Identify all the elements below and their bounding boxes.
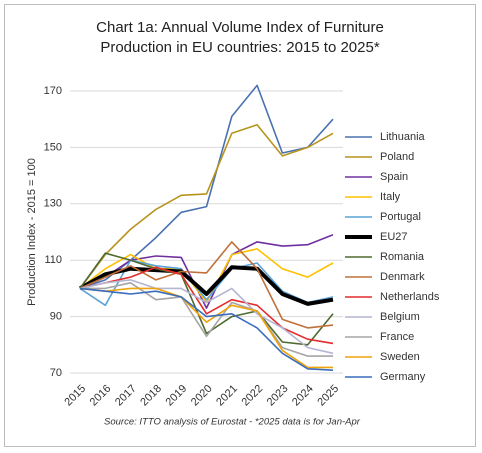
x-tick-label: 2015 [62, 383, 88, 409]
y-tick-label: 150 [44, 141, 62, 153]
chart-title: Chart 1a: Annual Volume Index of Furnitu… [96, 19, 384, 56]
x-tick-label: 2019 [164, 383, 190, 409]
legend-label: Poland [380, 151, 414, 163]
legend-label: Sweden [380, 351, 420, 363]
series-line [79, 265, 334, 306]
series-line [79, 252, 334, 346]
source-note: Source: ITTO analysis of Eurostat - *202… [104, 417, 361, 428]
legend-label: Belgium [380, 311, 420, 323]
y-axis-label: Production Index - 2015 = 100 [26, 158, 38, 306]
legend-label: Lithuania [380, 131, 426, 143]
series-line [79, 241, 334, 329]
legend-label: Denmark [380, 271, 425, 283]
y-tick-label: 90 [50, 311, 62, 323]
series-line [79, 84, 334, 290]
legend-label: EU27 [380, 231, 408, 243]
legend-label: Spain [380, 171, 408, 183]
legend-label: France [380, 331, 414, 343]
legend-label: Italy [380, 191, 401, 203]
x-tick-label: 2017 [113, 383, 139, 409]
x-tick-label: 2021 [214, 383, 240, 409]
x-tick-label: 2023 [265, 383, 291, 409]
x-tick-label: 2025 [315, 383, 341, 409]
x-tick-label: 2024 [290, 383, 316, 409]
series-line [79, 234, 334, 309]
series-line [79, 259, 334, 307]
chart-frame [4, 4, 476, 447]
legend-label: Netherlands [380, 291, 440, 303]
y-tick-label: 110 [44, 254, 62, 266]
x-tick-label: 2018 [138, 383, 164, 409]
legend-label: Germany [380, 371, 426, 383]
legend-label: Romania [380, 251, 425, 263]
y-tick-label: 130 [44, 198, 62, 210]
series-line [79, 287, 333, 369]
series-line [79, 287, 334, 371]
x-tick-label: 2016 [88, 383, 114, 409]
x-tick-label: 2022 [239, 383, 265, 409]
y-tick-label: 70 [50, 367, 62, 379]
series-line [79, 279, 334, 355]
series-line [79, 266, 334, 345]
y-tick-label: 170 [44, 85, 62, 97]
series-line [79, 124, 334, 289]
legend-label: Portugal [380, 211, 421, 223]
series-line [80, 282, 333, 357]
x-tick-label: 2020 [189, 383, 215, 409]
